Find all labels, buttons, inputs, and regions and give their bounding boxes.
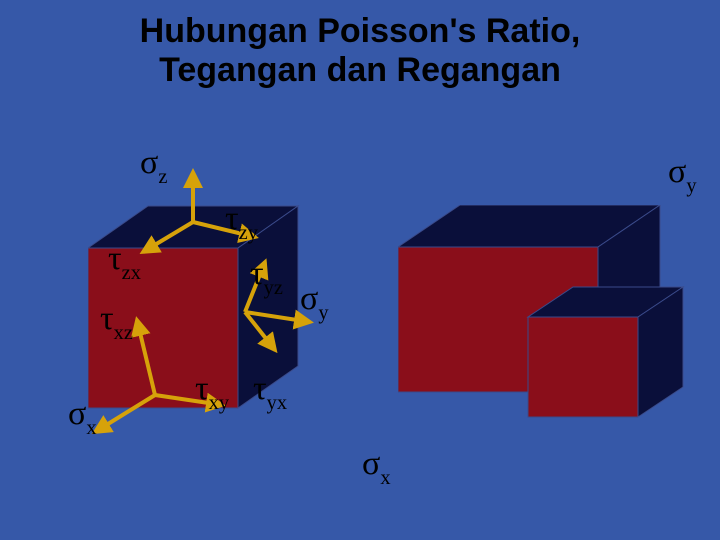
label-tau_zx: τzx — [108, 240, 141, 283]
diagram-stage: σzτzyτzxτyzσyτxzτxyτyxσxσxσy — [0, 0, 720, 540]
label-sigma_y_r: σy — [668, 153, 697, 196]
label-sigma_z: σz — [140, 144, 167, 187]
label-sigma_y_mid: σy — [300, 280, 329, 323]
label-tau_yx: τyx — [253, 370, 287, 413]
label-tau_yz: τyz — [250, 255, 283, 298]
label-tau_xz: τxz — [100, 300, 133, 343]
arrow-tau_xz — [137, 320, 155, 395]
label-sigma_x_bot: σx — [362, 445, 391, 488]
label-sigma_x: σx — [68, 395, 97, 438]
label-tau_zy: τzy — [225, 200, 258, 243]
label-tau_xy: τxy — [195, 370, 229, 413]
arrow-tau_zx — [143, 222, 193, 252]
arrow-sigx_dl — [95, 395, 155, 432]
